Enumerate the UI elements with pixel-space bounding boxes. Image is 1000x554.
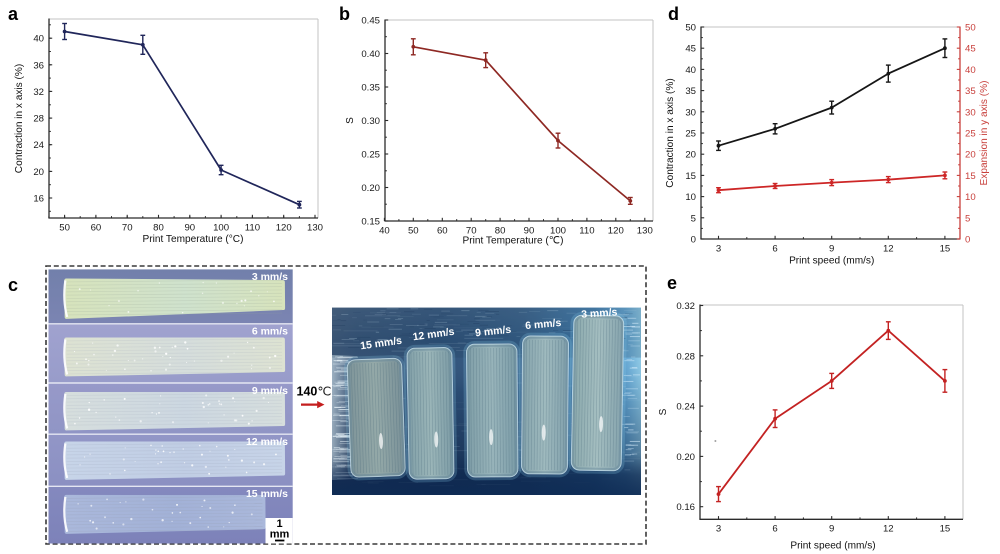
svg-text:0: 0 — [965, 235, 970, 246]
svg-text:6: 6 — [772, 524, 777, 535]
svg-text:40: 40 — [33, 34, 44, 45]
svg-text:45: 45 — [965, 44, 976, 55]
svg-text:a: a — [8, 4, 19, 24]
svg-text:16: 16 — [33, 194, 44, 205]
svg-text:c: c — [8, 275, 18, 295]
svg-text:110: 110 — [245, 223, 260, 234]
svg-text:e: e — [667, 273, 677, 293]
svg-text:110: 110 — [579, 226, 594, 237]
svg-text:12: 12 — [883, 524, 894, 535]
svg-text:Print speed (mm/s): Print speed (mm/s) — [790, 541, 875, 552]
svg-text:35: 35 — [685, 86, 696, 97]
svg-text:Print Temperature (℃): Print Temperature (℃) — [463, 236, 564, 247]
svg-text:9 mm/s: 9 mm/s — [252, 385, 288, 397]
svg-text:0.15: 0.15 — [361, 217, 380, 228]
svg-text:3: 3 — [716, 524, 721, 535]
svg-text:30: 30 — [685, 107, 696, 118]
svg-text:50: 50 — [685, 23, 696, 34]
svg-text:15: 15 — [965, 171, 976, 182]
svg-text:120: 120 — [276, 223, 292, 234]
svg-text:3: 3 — [716, 244, 721, 255]
svg-text:100: 100 — [213, 223, 229, 234]
svg-text:Print speed (mm/s): Print speed (mm/s) — [789, 256, 874, 267]
svg-text:12 mm/s: 12 mm/s — [246, 436, 288, 448]
svg-text:12 mm/s: 12 mm/s — [412, 326, 455, 344]
svg-text:15: 15 — [940, 244, 951, 255]
svg-text:6 mm/s: 6 mm/s — [525, 317, 562, 332]
svg-text:0.35: 0.35 — [361, 83, 380, 94]
svg-text:140℃: 140℃ — [297, 385, 332, 399]
svg-text:20: 20 — [685, 150, 696, 161]
svg-text:28: 28 — [33, 114, 44, 125]
svg-text:5: 5 — [691, 213, 696, 224]
svg-text:25: 25 — [965, 129, 976, 140]
svg-text:130: 130 — [637, 226, 653, 237]
svg-text:0.20: 0.20 — [676, 452, 695, 463]
svg-text:mm: mm — [270, 529, 290, 541]
svg-text:40: 40 — [379, 226, 390, 237]
svg-text:d: d — [668, 4, 679, 24]
svg-text:20: 20 — [965, 150, 976, 161]
svg-text:15 mm/s: 15 mm/s — [246, 488, 288, 500]
svg-text:15: 15 — [940, 524, 951, 535]
svg-text:9: 9 — [829, 524, 834, 535]
svg-text:24: 24 — [33, 140, 44, 151]
svg-text:Expansion in y axis (%): Expansion in y axis (%) — [979, 81, 990, 186]
svg-text:100: 100 — [550, 226, 566, 237]
svg-text:70: 70 — [122, 223, 133, 234]
svg-text:0.24: 0.24 — [676, 402, 695, 413]
svg-text:0.40: 0.40 — [361, 49, 380, 60]
svg-text:30: 30 — [965, 107, 976, 118]
svg-text:b: b — [339, 4, 350, 24]
svg-text:10: 10 — [685, 192, 696, 203]
svg-text:15: 15 — [685, 171, 696, 182]
svg-text:3 mm/s: 3 mm/s — [581, 306, 618, 321]
svg-text:6: 6 — [772, 244, 777, 255]
svg-text:32: 32 — [33, 87, 44, 98]
svg-text:80: 80 — [495, 226, 506, 237]
svg-text:6 mm/s: 6 mm/s — [252, 326, 288, 338]
svg-text:70: 70 — [466, 226, 477, 237]
svg-text:0.32: 0.32 — [676, 301, 695, 312]
svg-text:50: 50 — [965, 23, 976, 34]
svg-text:9: 9 — [829, 244, 834, 255]
svg-text:50: 50 — [408, 226, 419, 237]
svg-text:0.20: 0.20 — [361, 183, 380, 194]
svg-text:45: 45 — [685, 44, 696, 55]
svg-text:130: 130 — [307, 223, 323, 234]
svg-text:1: 1 — [276, 518, 282, 530]
svg-text:Contraction in x axis (%): Contraction in x axis (%) — [665, 78, 676, 187]
svg-text:80: 80 — [153, 223, 164, 234]
svg-text:120: 120 — [608, 226, 624, 237]
svg-text:S: S — [345, 117, 356, 124]
svg-text:0.16: 0.16 — [676, 502, 695, 513]
svg-text:0.45: 0.45 — [361, 16, 380, 27]
svg-text:12: 12 — [883, 244, 894, 255]
svg-text:0.28: 0.28 — [676, 351, 695, 362]
svg-text:50: 50 — [59, 223, 70, 234]
svg-text:5: 5 — [965, 213, 970, 224]
svg-text:15 mm/s: 15 mm/s — [359, 335, 402, 353]
svg-text:Contraction in x axis (%): Contraction in x axis (%) — [14, 64, 25, 173]
svg-text:20: 20 — [33, 167, 44, 178]
svg-text:3 mm/s: 3 mm/s — [252, 271, 288, 283]
svg-text:0: 0 — [691, 235, 696, 246]
svg-text:90: 90 — [524, 226, 535, 237]
svg-text:Print Temperature (°C): Print Temperature (°C) — [143, 234, 244, 245]
svg-text:10: 10 — [965, 192, 976, 203]
svg-text:40: 40 — [685, 65, 696, 76]
svg-text:0.30: 0.30 — [361, 116, 380, 127]
svg-text:60: 60 — [437, 226, 448, 237]
svg-text:60: 60 — [91, 223, 102, 234]
svg-text:36: 36 — [33, 60, 44, 71]
svg-text:25: 25 — [685, 129, 696, 140]
svg-text:0.25: 0.25 — [361, 150, 380, 161]
svg-text:S: S — [658, 408, 669, 415]
svg-text:9 mm/s: 9 mm/s — [475, 324, 512, 340]
svg-text:35: 35 — [965, 86, 976, 97]
svg-text:90: 90 — [184, 223, 195, 234]
svg-text:40: 40 — [965, 65, 976, 76]
